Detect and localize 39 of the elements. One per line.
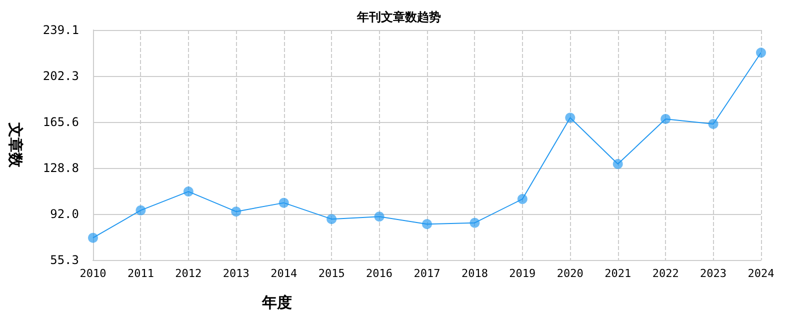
y-tick-label: 55.3: [50, 253, 79, 267]
point: [326, 214, 337, 224]
x-tick-label: 2014: [270, 267, 298, 280]
point: [470, 218, 480, 228]
point: [422, 219, 432, 230]
x-tick-label: 2015: [318, 267, 345, 280]
y-tick-label: 202.3: [42, 69, 79, 84]
x-tick-label: 2017: [414, 267, 440, 280]
point: [88, 232, 98, 243]
point: [278, 198, 289, 208]
y-tick-label: 92.0: [50, 207, 79, 222]
point: [708, 118, 718, 129]
x-tick-label: 2013: [222, 267, 250, 280]
x-axis-title: 年度: [261, 294, 292, 312]
x-tick-label: 2022: [652, 267, 679, 280]
chart-title: 年刊文章数趋势: [356, 10, 441, 24]
point: [183, 186, 194, 197]
x-tick-label: 2024: [748, 267, 775, 280]
x-tick-label: 2019: [509, 267, 536, 280]
point: [612, 159, 623, 170]
x-tick-label: 2020: [556, 267, 584, 280]
y-tick-label: 128.8: [42, 161, 79, 176]
point: [565, 112, 576, 123]
x-tick-label: 2010: [80, 267, 106, 280]
point: [374, 212, 384, 222]
point: [660, 114, 671, 124]
point: [756, 48, 766, 58]
point: [231, 206, 242, 217]
point: [136, 205, 146, 216]
y-tick-label: 239.1: [42, 23, 79, 37]
point: [517, 194, 528, 204]
x-tick-label: 2016: [366, 267, 393, 280]
x-tick-label: 2012: [175, 267, 202, 280]
x-tick-label: 2011: [127, 267, 154, 280]
x-tick-label: 2018: [461, 267, 488, 280]
y-axis-title: 文章数: [6, 122, 24, 168]
y-tick-label: 165.6: [42, 114, 79, 129]
x-tick-label: 2023: [700, 267, 727, 280]
x-tick-label: 2021: [604, 267, 632, 280]
